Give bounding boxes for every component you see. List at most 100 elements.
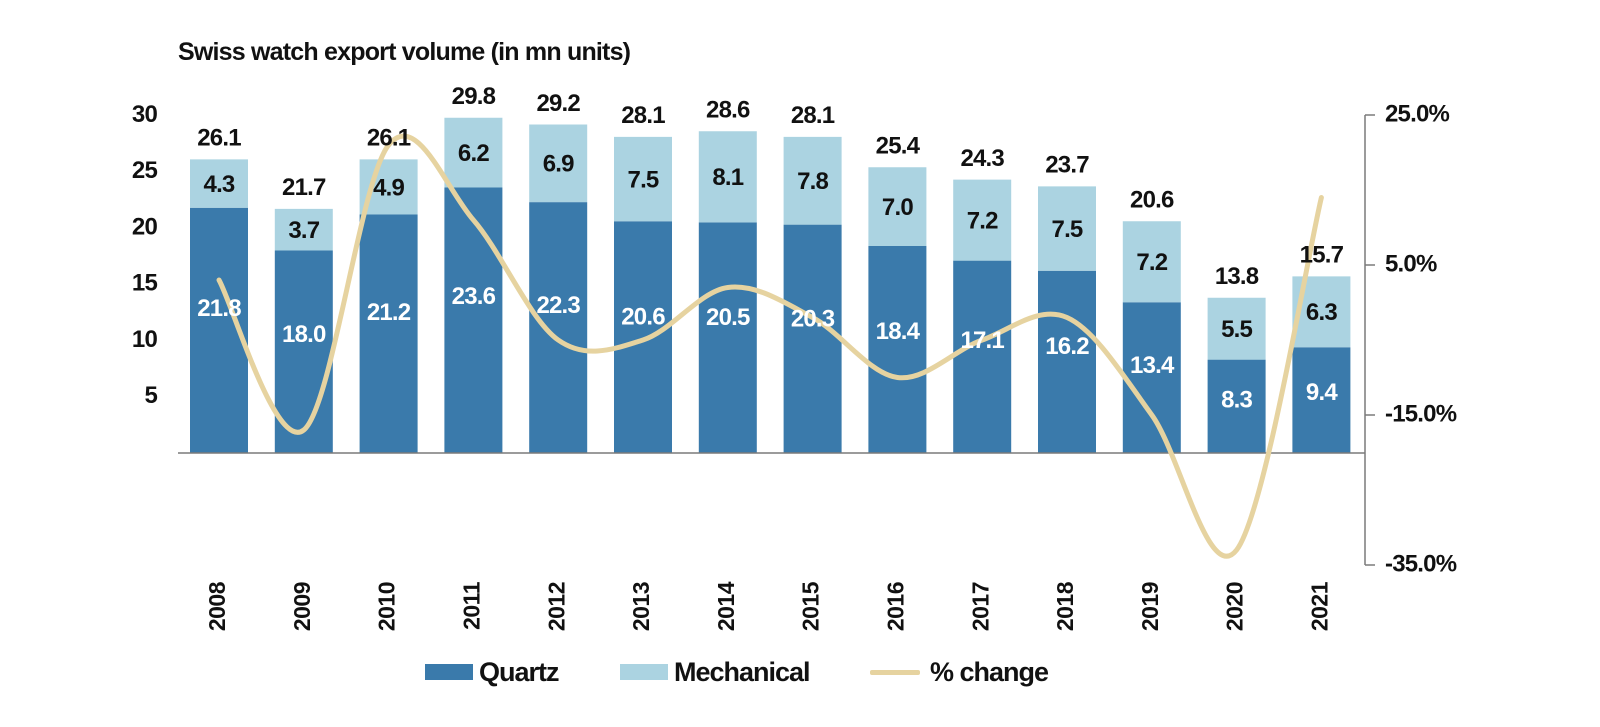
x-tick-2015: 2015 (798, 581, 824, 631)
bar-mechanical-2020 (1207, 297, 1266, 360)
y-left-tick-5: 5 (144, 382, 157, 409)
x-tick-2011: 2011 (458, 581, 484, 630)
label-quartz-2011: 23.6 (452, 283, 496, 310)
y-right-tick-2: 5.0% (1385, 250, 1437, 277)
bar-quartz-2013 (614, 221, 672, 453)
label-total-2018: 23.7 (1045, 152, 1089, 179)
label-mechanical-2012: 6.9 (543, 151, 574, 178)
bar-quartz-2011 (444, 187, 503, 453)
x-tick-2012: 2012 (543, 582, 569, 631)
bar-mechanical-2009 (274, 208, 333, 251)
bar-quartz-2020 (1207, 359, 1266, 453)
label-mechanical-2011: 6.2 (458, 140, 489, 167)
x-tick-2010: 2010 (374, 582, 400, 631)
label-mechanical-2010: 4.9 (373, 174, 404, 201)
label-total-2011: 29.8 (452, 83, 496, 110)
bar-mechanical-2008 (190, 159, 248, 208)
axes-layer: 5 10 15 20 25 30 -35.0% -15.0% 5.0% 25.0% 2008 2009… (132, 100, 1458, 631)
label-total-2013: 28.1 (621, 102, 665, 129)
label-quartz-2020: 8.3 (1221, 386, 1252, 413)
label-total-2021: 15.7 (1300, 242, 1344, 269)
legend: Quartz Mechanical % change (0, 652, 1600, 692)
bar-quartz-2019 (1122, 302, 1181, 453)
label-quartz-2014: 20.5 (706, 304, 750, 331)
bar-quartz-2017 (953, 260, 1012, 453)
y-left-tick-25: 25 (132, 157, 158, 184)
label-mechanical-2009: 3.7 (288, 217, 319, 244)
x-tick-2020: 2020 (1222, 582, 1248, 631)
y-left-tick-20: 20 (132, 213, 158, 240)
label-mechanical-2014: 8.1 (712, 164, 743, 191)
label-quartz-2013: 20.6 (621, 303, 665, 330)
chart-title: Swiss watch export volume (in mn units) (178, 38, 631, 66)
line-pct-change (216, 133, 1324, 559)
bar-mechanical-2017 (953, 179, 1012, 261)
legend-item-quartz: Quartz (425, 652, 560, 692)
label-quartz-2016: 18.4 (876, 318, 921, 345)
label-total-2015: 28.1 (791, 102, 835, 129)
x-tick-2009: 2009 (289, 582, 315, 631)
legend-label-mechanical: Mechanical (674, 656, 811, 687)
bar-quartz-2018 (1038, 270, 1096, 453)
label-quartz-2017: 17.1 (960, 327, 1004, 354)
x-tick-2013: 2013 (628, 582, 654, 631)
bar-mechanical-2016 (868, 167, 927, 246)
label-mechanical-2017: 7.2 (967, 207, 998, 234)
label-total-2016: 25.4 (876, 133, 921, 160)
y-right-tick-0: -35.0% (1385, 550, 1457, 577)
bar-quartz-2009 (274, 250, 333, 453)
y-right-tick-1: -15.0% (1385, 400, 1457, 427)
label-total-2019: 20.6 (1130, 187, 1174, 214)
label-mechanical-2008: 4.3 (204, 171, 235, 198)
label-quartz-2008: 21.8 (197, 295, 241, 322)
label-mechanical-2013: 7.5 (628, 166, 659, 193)
bar-quartz-2010 (359, 214, 418, 453)
label-mechanical-2016: 7.0 (882, 194, 913, 221)
bar-quartz-2014 (698, 222, 757, 453)
bar-mechanical-2019 (1122, 221, 1181, 303)
label-total-2008: 26.1 (197, 125, 241, 152)
legend-swatch-pct-change (870, 669, 920, 675)
label-total-2017: 24.3 (960, 145, 1004, 172)
label-mechanical-2021: 6.3 (1306, 299, 1337, 326)
legend-item-mechanical: Mechanical (620, 652, 811, 692)
y-left-tick-15: 15 (132, 270, 158, 297)
bars-layer (190, 117, 1351, 453)
x-tick-2008: 2008 (204, 581, 230, 631)
bar-quartz-2012 (529, 202, 588, 453)
bar-mechanical-2015 (783, 136, 842, 225)
legend-swatch-quartz (425, 664, 473, 680)
line-layer (216, 133, 1324, 559)
label-total-2009: 21.7 (282, 174, 326, 201)
x-tick-2018: 2018 (1052, 581, 1078, 631)
label-quartz-2021: 9.4 (1306, 379, 1338, 406)
x-tick-2014: 2014 (713, 581, 739, 631)
legend-item-pct-change: % change (870, 652, 1049, 692)
legend-label-quartz: Quartz (479, 656, 560, 687)
y-left-tick-30: 30 (132, 101, 158, 128)
x-tick-2019: 2019 (1137, 582, 1163, 631)
x-tick-2017: 2017 (967, 582, 993, 631)
y-right-tick-3: 25.0% (1385, 100, 1450, 127)
bar-quartz-2016 (868, 246, 927, 453)
bar-mechanical-2018 (1038, 186, 1096, 271)
bar-quartz-2015 (783, 224, 842, 453)
label-mechanical-2020: 5.5 (1221, 316, 1252, 343)
label-mechanical-2018: 7.5 (1052, 216, 1083, 243)
y-left-tick-10: 10 (132, 326, 158, 353)
bar-mechanical-2013 (614, 136, 672, 222)
labels-layer: 21.8 4.3 26.1 18.0 3.7 21.7 21.2 4.9 26.1 23.6 6.2… (197, 83, 1344, 413)
label-quartz-2019: 13.4 (1130, 352, 1175, 379)
x-tick-2016: 2016 (882, 582, 908, 631)
label-quartz-2009: 18.0 (282, 321, 326, 348)
bar-mechanical-2011 (444, 117, 503, 188)
label-mechanical-2019: 7.2 (1136, 249, 1167, 276)
label-quartz-2010: 21.2 (367, 299, 411, 326)
bar-mechanical-2012 (529, 124, 588, 203)
bar-quartz-2021 (1292, 347, 1351, 453)
legend-swatch-mechanical (620, 664, 668, 680)
label-total-2014: 28.6 (706, 97, 750, 124)
bar-mechanical-2014 (698, 131, 757, 223)
label-mechanical-2015: 7.8 (797, 168, 828, 195)
